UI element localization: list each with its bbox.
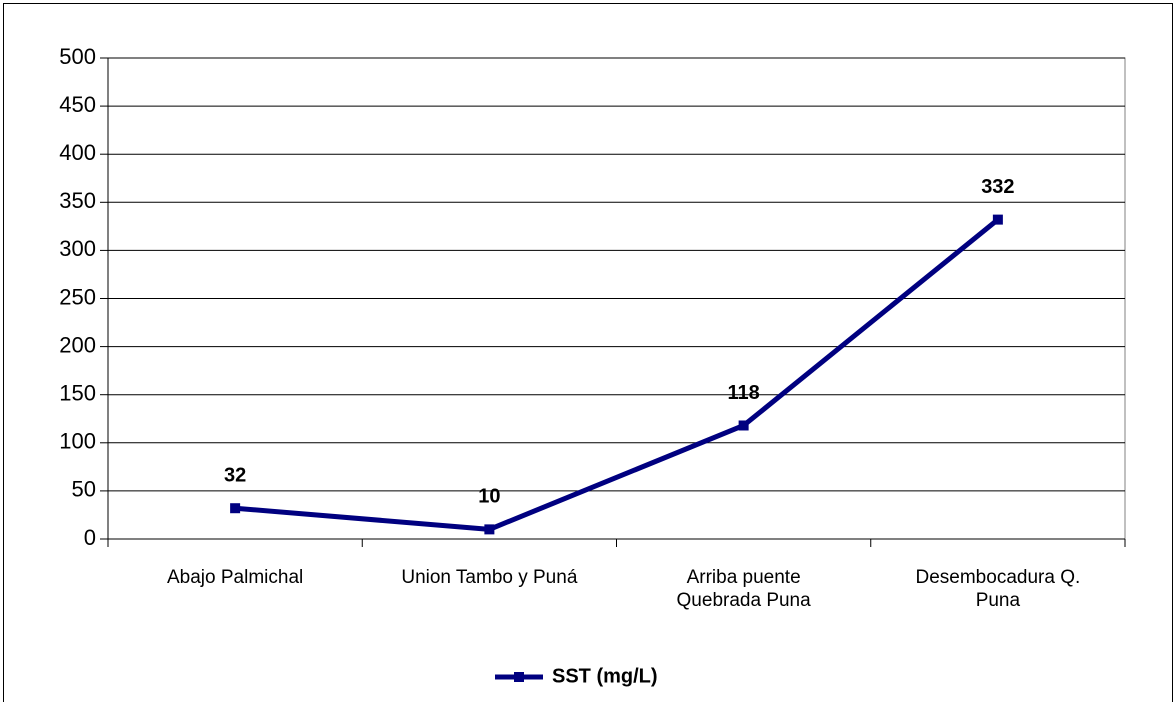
data-point: [484, 524, 495, 535]
x-tick-label: Desembocadura Q. Puna: [915, 567, 1081, 611]
y-tick-label: 300: [59, 236, 96, 261]
legend-label: SST (mg/L): [552, 665, 658, 687]
y-tick-label: 150: [59, 381, 96, 406]
y-tick-label: 500: [59, 44, 96, 69]
chart-border: [3, 3, 1173, 702]
y-tick-label: 450: [59, 92, 96, 117]
y-tick-label: 200: [59, 332, 96, 357]
x-tick-label: Abajo Palmichal: [167, 567, 304, 588]
data-label: 118: [727, 382, 759, 404]
data-point: [230, 503, 241, 514]
legend-marker: [514, 672, 524, 682]
x-tick-label: Union Tambo y Puná: [401, 567, 578, 588]
data-label: 32: [224, 464, 246, 486]
data-point: [738, 420, 749, 431]
y-tick-label: 100: [59, 429, 96, 454]
y-tick-label: 350: [59, 188, 96, 213]
y-tick-label: 400: [59, 140, 96, 165]
y-tick-label: 50: [72, 477, 96, 502]
y-tick-label: 0: [84, 525, 96, 550]
x-tick-label: Arriba puente Quebrada Puna: [676, 567, 811, 611]
data-point: [992, 214, 1003, 225]
data-label: 332: [981, 176, 1014, 198]
data-label: 10: [478, 486, 500, 508]
data-line: [234, 217, 1000, 532]
y-tick-label: 250: [59, 284, 96, 309]
